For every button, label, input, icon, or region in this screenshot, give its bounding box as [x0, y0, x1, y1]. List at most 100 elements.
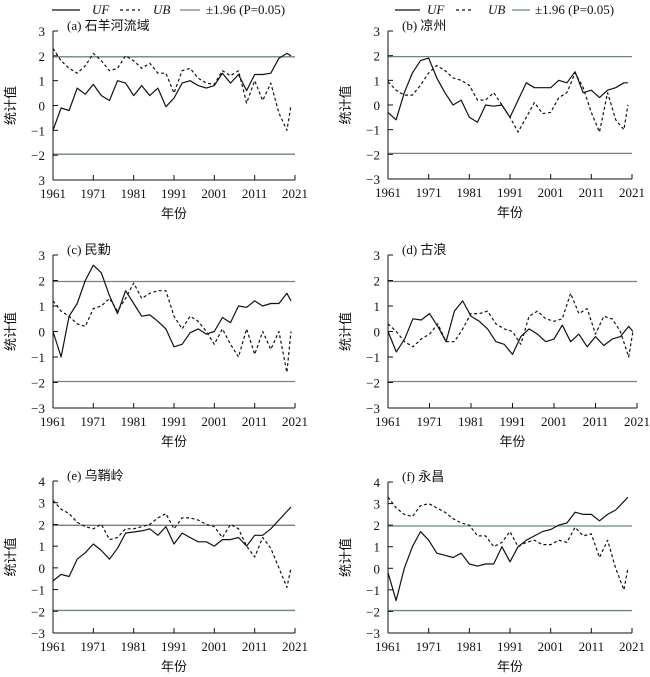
panel-title: (e) 乌鞘岭: [67, 468, 124, 483]
x-tick-label: 1981: [121, 639, 147, 654]
y-tick-label: −2: [366, 376, 380, 391]
x-axis-label: 年份: [497, 659, 523, 674]
legend-uf-label: UF: [427, 2, 445, 17]
x-tick-label: 2011: [242, 414, 268, 429]
y-tick-label: 0: [39, 99, 46, 114]
y-axis-label: 统计值: [338, 85, 353, 124]
series-ub-line: [387, 292, 634, 358]
y-tick-label: 3: [39, 24, 46, 39]
y-tick-label: 2: [374, 274, 381, 289]
y-tick-label: 0: [374, 325, 381, 340]
y-axis-label: 统计值: [338, 538, 353, 577]
y-tick-label: 1: [39, 299, 46, 314]
legend-uf-label: UF: [92, 2, 110, 17]
y-tick-label: 1: [39, 74, 46, 89]
x-tick-label: 2011: [583, 414, 609, 429]
x-tick-label: 1971: [80, 414, 106, 429]
x-tick-label: 2021: [619, 639, 645, 654]
x-tick-label: 1981: [458, 414, 484, 429]
x-tick-label: 1991: [500, 414, 526, 429]
series-uf-line: [52, 264, 292, 358]
y-tick-label: −1: [31, 583, 45, 598]
series-ub-line: [52, 48, 292, 131]
legend-threshold-label: ±1.96 (P=0.05): [535, 2, 614, 17]
y-tick-label: 4: [39, 474, 46, 489]
y-tick-label: 0: [374, 98, 381, 113]
x-tick-label: 1961: [40, 639, 66, 654]
y-tick-label: −3: [366, 626, 380, 641]
x-axis-label: 年份: [499, 434, 525, 449]
y-tick-label: 2: [374, 49, 381, 64]
y-tick-label: 1: [374, 73, 381, 88]
x-tick-label: 1981: [121, 414, 147, 429]
x-tick-label: 2001: [201, 186, 227, 201]
x-tick-label: 1981: [456, 185, 482, 200]
x-tick-label: 1961: [40, 414, 66, 429]
x-tick-label: 1971: [417, 414, 443, 429]
y-tick-label: −3: [31, 401, 45, 416]
x-tick-label: 2021: [282, 414, 308, 429]
x-tick-label: 1961: [375, 414, 401, 429]
y-tick-label: −1: [366, 583, 380, 598]
series-ub-line: [52, 500, 292, 589]
legend-ub-label: UB: [488, 2, 505, 17]
series-ub-line: [387, 64, 629, 133]
y-tick-label: 1: [39, 539, 46, 554]
y-tick-label: 2: [39, 274, 46, 289]
y-tick-label: −1: [31, 123, 45, 138]
series-ub-line: [52, 282, 292, 373]
y-tick-label: 0: [39, 561, 46, 576]
y-axis-label: 统计值: [338, 312, 353, 351]
x-tick-label: 2001: [538, 185, 564, 200]
y-axis-label: 统计值: [3, 86, 18, 125]
x-tick-label: 1981: [121, 186, 147, 201]
y-axis-label: 统计值: [3, 537, 18, 576]
x-tick-label: 1971: [416, 185, 442, 200]
x-tick-label: 1991: [161, 186, 187, 201]
x-tick-label: 1991: [497, 639, 523, 654]
y-tick-label: −3: [366, 401, 380, 416]
x-tick-label: 2021: [619, 185, 645, 200]
series-uf-line: [387, 300, 634, 355]
x-tick-label: 2011: [242, 639, 268, 654]
y-tick-label: −2: [366, 604, 380, 619]
y-tick-label: 3: [39, 173, 46, 188]
series-ub-line: [387, 496, 629, 591]
x-tick-label: 1991: [497, 185, 523, 200]
x-tick-label: 2001: [201, 639, 227, 654]
y-tick-label: 4: [374, 475, 381, 490]
y-tick-label: −1: [31, 350, 45, 365]
legend-ub-label: UB: [153, 2, 170, 17]
x-tick-label: 1961: [375, 639, 401, 654]
x-axis-label: 年份: [497, 205, 523, 220]
x-tick-label: 2021: [282, 639, 308, 654]
y-tick-label: −3: [31, 626, 45, 641]
panel-title: (b) 凉州: [402, 18, 446, 33]
x-tick-label: 2021: [624, 414, 650, 429]
y-tick-label: −2: [366, 147, 380, 162]
y-tick-label: −2: [31, 148, 45, 163]
panel-title: (a) 石羊河流域: [67, 18, 150, 33]
series-uf-line: [387, 496, 629, 602]
x-tick-label: 2011: [242, 186, 268, 201]
y-tick-label: −2: [31, 604, 45, 619]
y-tick-label: 0: [374, 561, 381, 576]
legend-threshold-label: ±1.96 (P=0.05): [206, 2, 285, 17]
y-tick-label: −1: [366, 123, 380, 138]
x-tick-label: 2001: [538, 639, 564, 654]
x-tick-label: 1961: [375, 185, 401, 200]
y-tick-label: 0: [39, 325, 46, 340]
y-tick-label: 3: [374, 497, 381, 512]
y-tick-label: 2: [39, 517, 46, 532]
x-tick-label: 1971: [416, 639, 442, 654]
x-tick-label: 1971: [80, 639, 106, 654]
y-axis-label: 统计值: [3, 312, 18, 351]
y-tick-label: 1: [374, 540, 381, 555]
y-tick-label: 3: [39, 496, 46, 511]
